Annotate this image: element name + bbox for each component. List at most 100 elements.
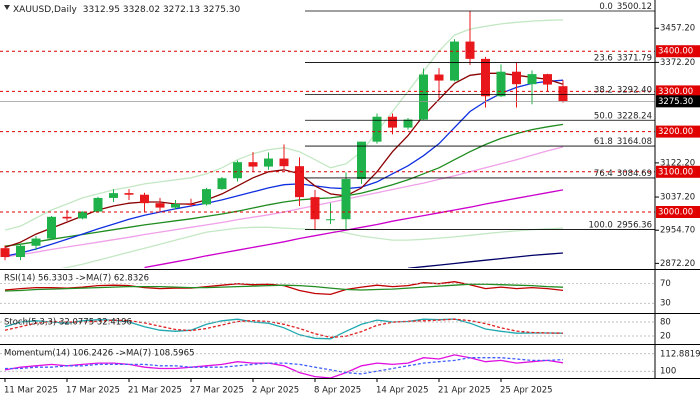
candle-body <box>16 245 25 258</box>
candle-body <box>140 194 149 204</box>
level-box <box>656 85 700 98</box>
fib-ratio: 61.8 <box>594 137 613 147</box>
y-tick-label: 112.8819 <box>660 349 700 359</box>
panel-plot <box>4 354 564 378</box>
indicator-line <box>4 283 564 292</box>
candle-body <box>450 41 459 81</box>
candle-body <box>527 74 537 85</box>
panel-plot <box>4 318 564 340</box>
x-tick-label: 17 Mar 2025 <box>66 386 120 396</box>
indicator-line <box>4 318 564 339</box>
panel-plot <box>0 10 568 268</box>
x-tick-label: 25 Apr 2025 <box>500 386 553 396</box>
y-tick-label: 2872.20 <box>660 259 695 269</box>
fib-ratio: 0.0 <box>599 1 613 11</box>
panel-plot <box>4 281 564 296</box>
candle-body <box>109 193 118 198</box>
fib-value: 2956.36 <box>617 220 652 230</box>
candle-body <box>233 162 242 179</box>
level-label: 3100.00 <box>658 167 693 177</box>
x-tick-label: 2 Apr 2025 <box>252 386 299 396</box>
candle-body <box>186 203 196 205</box>
x-tick-label: 14 Apr 2025 <box>376 386 429 396</box>
fib-value: 3500.12 <box>617 1 652 11</box>
fib-label: 76.4 3084.69 <box>594 168 652 178</box>
candle-body <box>481 58 490 97</box>
candle-body <box>558 86 568 102</box>
indicator-line <box>4 79 564 257</box>
level-label: 3300.00 <box>658 87 693 97</box>
candle-body <box>0 248 10 258</box>
candle-body <box>388 116 397 128</box>
candle-body <box>341 179 351 220</box>
fib-label: 0.0 3500.12 <box>599 1 652 11</box>
y-tick-label: 70 <box>660 279 671 289</box>
fib-ratio: 76.4 <box>594 168 613 178</box>
x-tick-label: 21 Apr 2025 <box>438 386 491 396</box>
candle-body <box>78 211 87 219</box>
y-tick-label: 30 <box>660 299 671 309</box>
fib-ratio: 23.6 <box>594 53 613 63</box>
fib-value: 3164.08 <box>617 137 652 147</box>
candle-body <box>326 219 335 221</box>
indicator-line <box>144 189 564 268</box>
candle-body <box>155 203 165 208</box>
fib-ratio: 100.0 <box>589 220 613 230</box>
level-label: 3000.00 <box>658 208 693 218</box>
fib-label: 38.2 3292.40 <box>594 85 652 95</box>
indicator-title: Stoch(5,3,3) 32.0775 32.4196 <box>4 318 132 328</box>
candle-body <box>372 116 382 142</box>
y-tick-label: 3037.20 <box>660 193 695 203</box>
x-tick-label: 8 Apr 2025 <box>314 386 361 396</box>
fib-label: 100.0 2956.36 <box>589 220 653 230</box>
fib-label: 23.6 3371.79 <box>594 53 652 63</box>
candle-body <box>465 41 475 59</box>
candle-body <box>202 189 211 205</box>
y-tick-label: 3457.20 <box>660 24 695 34</box>
candle-body <box>93 197 103 212</box>
x-tick-label: 21 Mar 2025 <box>128 386 182 396</box>
candle-body <box>310 197 320 220</box>
fib-ratio: 38.2 <box>594 85 613 95</box>
level-box <box>656 125 700 138</box>
candle-body <box>124 193 134 195</box>
fib-label: 61.8 3164.08 <box>594 137 652 147</box>
candle-body <box>248 162 258 167</box>
candle-body <box>264 158 273 167</box>
y-tick-label: 3372.20 <box>660 58 695 68</box>
indicator-line <box>4 318 564 340</box>
fib-label: 50.0 3228.24 <box>594 111 652 121</box>
candle-body <box>31 238 41 246</box>
header: XAUUSD,Daily 3312.95 3328.02 3272.13 3275… <box>13 5 241 15</box>
fib-value: 3292.40 <box>617 85 652 95</box>
candle-body <box>512 71 521 85</box>
fib-value: 3228.24 <box>617 111 652 121</box>
x-tick-label: 27 Mar 2025 <box>190 386 244 396</box>
menu-icon <box>4 5 10 10</box>
indicator-line <box>5 357 564 375</box>
candle-body <box>279 158 289 167</box>
x-tick-label: 11 Mar 2025 <box>4 386 58 396</box>
fib-value: 3371.79 <box>617 53 652 63</box>
level-box <box>656 206 700 219</box>
candle-body <box>171 203 180 208</box>
fib-value: 3084.69 <box>617 168 652 178</box>
candle-body <box>295 166 304 198</box>
ohlc: 3312.95 3328.02 3272.13 3275.30 <box>83 5 241 15</box>
y-tick-label: 2954.70 <box>660 226 695 236</box>
level-label: 3200.00 <box>658 127 693 137</box>
last-price-box <box>656 95 700 108</box>
candle-body <box>62 216 72 219</box>
y-tick-label: 3122.20 <box>660 158 695 168</box>
indicator-line <box>407 252 564 268</box>
candle-body <box>496 71 506 97</box>
y-tick-label: 20 <box>660 332 671 342</box>
candle-body <box>47 216 56 239</box>
y-tick-label: 80 <box>660 318 671 328</box>
indicator-line <box>60 226 564 268</box>
candle-body <box>403 119 413 128</box>
symbol: XAUUSD,Daily <box>13 5 77 15</box>
level-box <box>656 45 700 58</box>
